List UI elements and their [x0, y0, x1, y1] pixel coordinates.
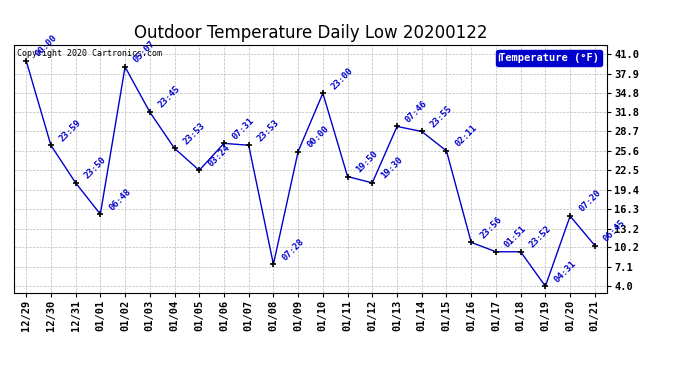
Text: 00:00: 00:00	[305, 124, 331, 149]
Text: 04:31: 04:31	[552, 259, 578, 284]
Legend: Temperature (°F): Temperature (°F)	[495, 50, 602, 66]
Text: 00:00: 00:00	[33, 33, 59, 58]
Text: 23:55: 23:55	[428, 104, 454, 129]
Title: Outdoor Temperature Daily Low 20200122: Outdoor Temperature Daily Low 20200122	[134, 24, 487, 42]
Text: 06:48: 06:48	[107, 187, 132, 212]
Text: 05:07: 05:07	[132, 39, 157, 65]
Text: 07:28: 07:28	[280, 237, 306, 262]
Text: 07:20: 07:20	[577, 189, 602, 214]
Text: 23:59: 23:59	[58, 118, 83, 143]
Text: 03:24: 03:24	[206, 143, 232, 168]
Text: 23:00: 23:00	[330, 66, 355, 91]
Text: 07:31: 07:31	[231, 116, 256, 141]
Text: 23:45: 23:45	[157, 84, 182, 110]
Text: 07:46: 07:46	[404, 99, 429, 124]
Text: 23:53: 23:53	[255, 118, 281, 143]
Text: 19:50: 19:50	[355, 149, 380, 174]
Text: 23:53: 23:53	[181, 121, 207, 146]
Text: Copyright 2020 Cartronics.com: Copyright 2020 Cartronics.com	[17, 49, 161, 58]
Text: 19:30: 19:30	[380, 155, 404, 181]
Text: 01:51: 01:51	[503, 224, 529, 250]
Text: 06:45: 06:45	[602, 218, 627, 243]
Text: 02:11: 02:11	[453, 123, 479, 149]
Text: 23:52: 23:52	[528, 224, 553, 250]
Text: 23:50: 23:50	[83, 155, 108, 181]
Text: 23:56: 23:56	[478, 215, 504, 240]
